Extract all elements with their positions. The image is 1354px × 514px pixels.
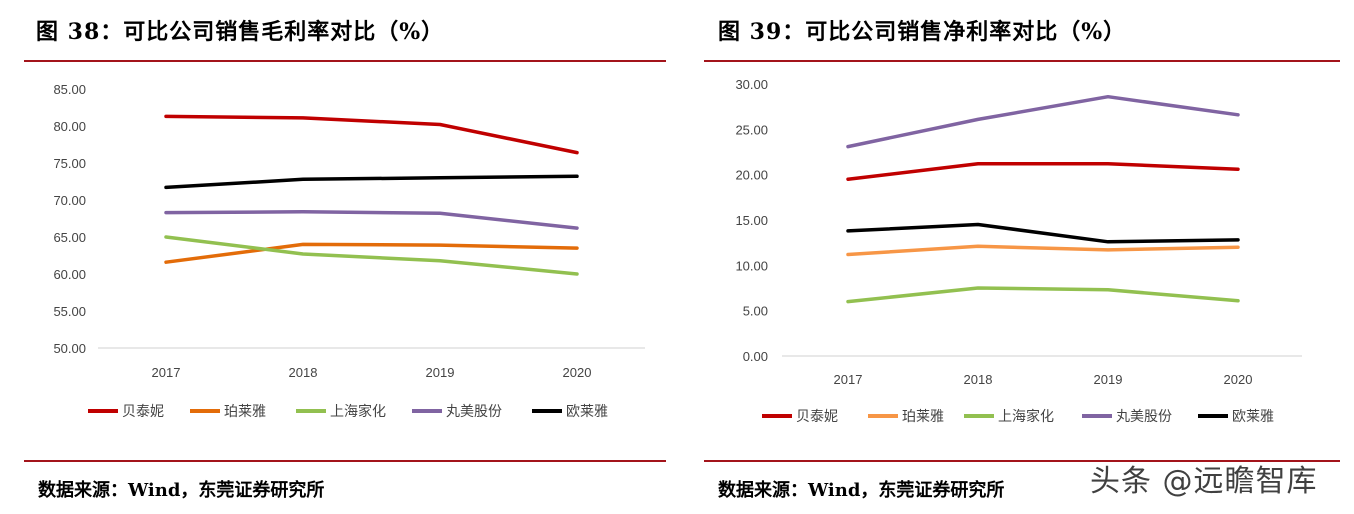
series-line-2 bbox=[164, 242, 579, 264]
x-tick-label: 2020 bbox=[563, 365, 592, 380]
right-chart: 30.00 25.00 20.00 15.00 10.00 5.00 0.00 2017 201… bbox=[735, 77, 1302, 425]
y-tick-label: 80.00 bbox=[53, 119, 86, 134]
right-title-rule bbox=[704, 60, 1340, 62]
x-tick-label: 2020 bbox=[1224, 372, 1253, 387]
series-line-5 bbox=[164, 174, 579, 190]
series-line-1 bbox=[846, 162, 1240, 181]
right-source-rule bbox=[704, 460, 1340, 462]
y-tick-label: 60.00 bbox=[53, 267, 86, 282]
right-figure-panel: 图 39：可比公司销售净利率对比（%） 30.00 25.00 20.00 15.00… bbox=[700, 0, 1354, 514]
x-tick-label: 2019 bbox=[1094, 372, 1123, 387]
y-tick-label: 30.00 bbox=[735, 77, 768, 92]
legend-label: 欧莱雅 bbox=[1232, 409, 1274, 425]
x-tick-label: 2019 bbox=[426, 365, 455, 380]
left-figure-panel: 图 38：可比公司销售毛利率对比（%） 85.00 80.00 75.00 70.00… bbox=[24, 19, 666, 501]
left-figure-title: 图 38：可比公司销售毛利率对比（%） bbox=[36, 19, 445, 45]
series-line-5 bbox=[846, 222, 1240, 244]
legend-label: 贝泰妮 bbox=[122, 404, 164, 420]
x-tick-label: 2018 bbox=[289, 365, 318, 380]
series-line-3 bbox=[846, 286, 1240, 304]
y-tick-label: 75.00 bbox=[53, 156, 86, 171]
legend-label: 丸美股份 bbox=[446, 404, 502, 420]
y-tick-label: 25.00 bbox=[735, 122, 768, 137]
series-line-3 bbox=[164, 235, 579, 276]
y-tick-label: 85.00 bbox=[53, 82, 86, 97]
legend-label: 珀莱雅 bbox=[902, 409, 944, 425]
series-line-1 bbox=[164, 114, 579, 155]
right-figure-title: 图 39：可比公司销售净利率对比（%） bbox=[718, 19, 1127, 45]
series-line-2 bbox=[846, 244, 1240, 257]
legend-label: 贝泰妮 bbox=[796, 409, 838, 425]
y-tick-label: 15.00 bbox=[735, 213, 768, 228]
series-line-4 bbox=[846, 94, 1240, 149]
legend-label: 欧莱雅 bbox=[566, 404, 608, 420]
legend-label: 上海家化 bbox=[998, 408, 1054, 425]
x-tick-label: 2017 bbox=[834, 372, 863, 387]
series-line-4 bbox=[164, 210, 579, 230]
y-tick-label: 0.00 bbox=[743, 349, 768, 364]
legend-label: 丸美股份 bbox=[1116, 409, 1172, 425]
left-source-rule bbox=[24, 460, 666, 462]
y-tick-label: 5.00 bbox=[743, 304, 768, 319]
y-tick-label: 70.00 bbox=[53, 193, 86, 208]
x-tick-label: 2017 bbox=[152, 365, 181, 380]
y-tick-label: 20.00 bbox=[735, 168, 768, 183]
legend-label: 上海家化 bbox=[330, 403, 386, 420]
y-tick-label: 65.00 bbox=[53, 230, 86, 245]
left-chart: 85.00 80.00 75.00 70.00 65.00 60.00 55.00 50.00… bbox=[53, 82, 645, 420]
right-source-note: 数据来源：Wind，东莞证券研究所 bbox=[718, 480, 1005, 501]
y-tick-label: 10.00 bbox=[735, 258, 768, 273]
left-source-note: 数据来源：Wind，东莞证券研究所 bbox=[38, 480, 325, 501]
y-tick-label: 55.00 bbox=[53, 304, 86, 319]
legend-label: 珀莱雅 bbox=[224, 404, 266, 420]
x-tick-label: 2018 bbox=[964, 372, 993, 387]
watermark: 头条 @远瞻智库 bbox=[1090, 464, 1318, 499]
left-title-rule bbox=[24, 60, 666, 62]
y-tick-label: 50.00 bbox=[53, 341, 86, 356]
